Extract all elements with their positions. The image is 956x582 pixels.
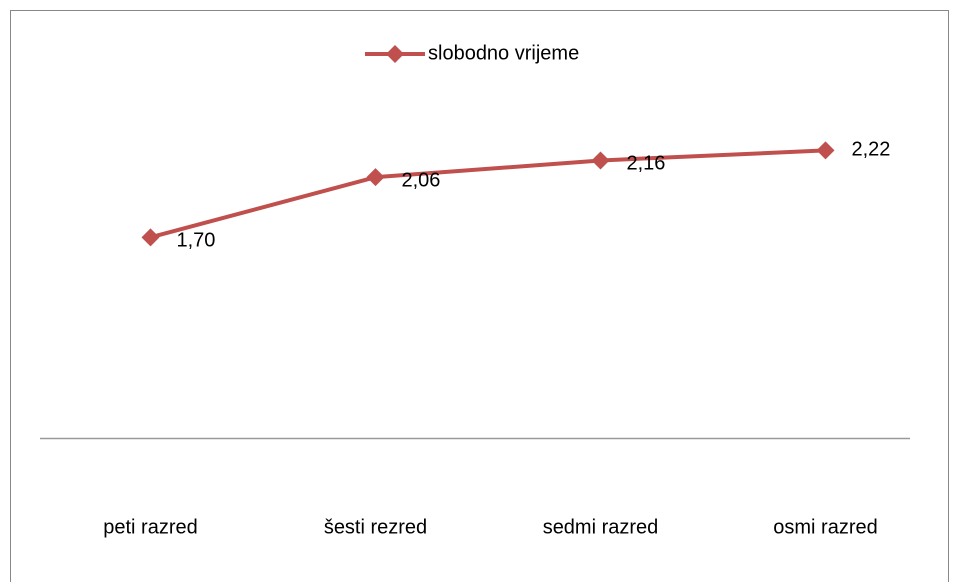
- point-marker: [366, 168, 385, 187]
- x-tick-label: sedmi razred: [543, 516, 659, 538]
- point-marker: [816, 141, 835, 160]
- data-label: 2,22: [852, 139, 891, 161]
- point-marker: [591, 151, 610, 170]
- legend-label: slobodno vrijeme: [428, 42, 579, 64]
- x-tick-label: osmi razred: [773, 516, 877, 538]
- x-tick-label: šesti rezred: [324, 516, 427, 538]
- x-tick-label: peti razred: [103, 516, 198, 538]
- data-label: 2,06: [402, 169, 441, 191]
- point-marker: [141, 228, 160, 247]
- data-label: 2,16: [627, 153, 666, 175]
- data-label: 1,70: [177, 230, 216, 252]
- series-line: [149, 148, 826, 240]
- legend-marker: [386, 45, 404, 63]
- chart-border: [10, 10, 949, 582]
